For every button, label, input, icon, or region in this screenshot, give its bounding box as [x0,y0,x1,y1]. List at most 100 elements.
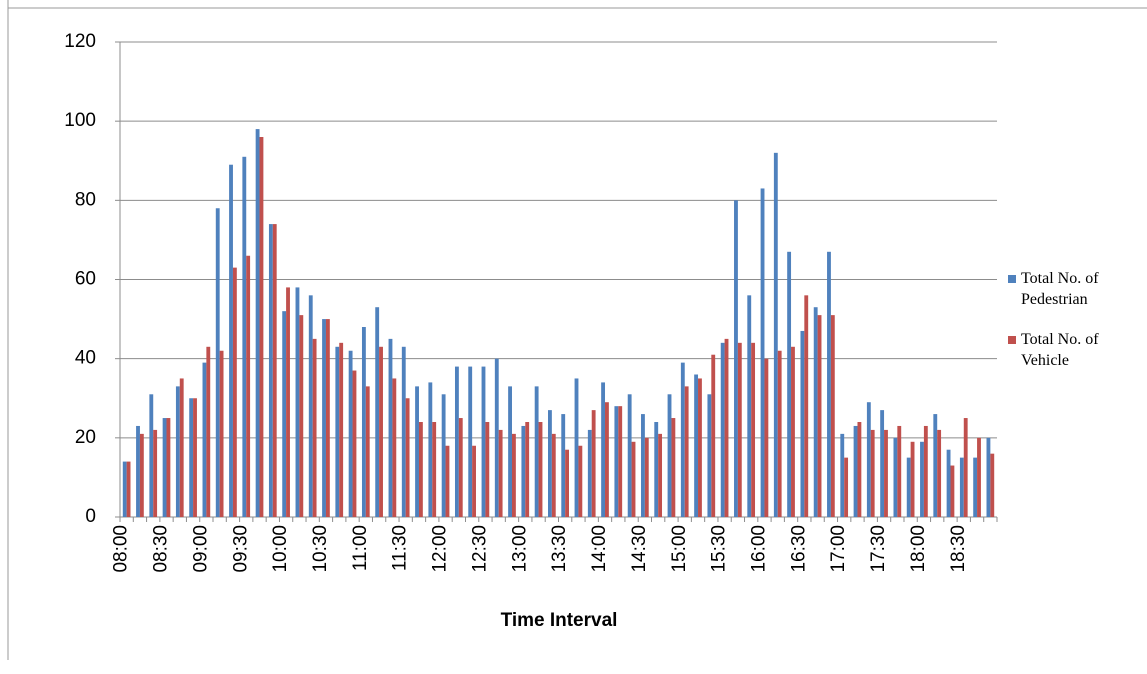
bar [481,366,486,517]
bar [933,414,938,517]
bar [299,315,304,517]
legend-swatch [1008,336,1016,344]
bar [494,358,499,517]
x-tick-label: 15:00 [669,525,690,573]
bar [521,425,526,517]
bar [791,346,795,517]
bar [707,394,712,517]
bar [189,398,194,517]
bar [202,362,207,517]
bar [308,295,313,517]
bar [508,386,512,517]
bar [737,342,742,517]
bar [884,429,888,517]
bar [122,461,127,517]
x-axis-title: Time Interval [501,610,618,631]
x-tick-label: 13:30 [549,525,570,573]
bar [578,445,583,517]
bar [614,406,619,517]
bar [472,445,476,517]
x-tick-label: 11:00 [350,525,371,571]
bar [751,342,756,517]
bar [268,224,273,518]
bar [286,287,290,517]
x-tick-label: 09:30 [230,525,251,573]
bar [534,386,539,517]
bar [950,465,955,517]
bar [405,398,410,517]
bar [415,386,419,517]
x-tick-label: 11:30 [390,525,411,571]
bar [618,406,623,517]
bar [764,358,769,517]
bar [920,441,924,517]
bar [827,251,831,517]
bar [910,441,915,517]
y-tick-label: 0 [85,506,96,527]
bar [787,251,792,517]
y-tick-label: 20 [75,427,96,448]
bar [959,457,964,517]
bar [857,422,862,517]
y-tick-label: 60 [75,269,96,290]
legend-item: Total No. of Pedestrian [1008,268,1128,310]
bar [525,422,530,517]
bar [229,164,233,518]
x-tick-label: 17:30 [868,525,889,573]
legend-label: Total No. of Vehicle [1021,331,1099,369]
x-tick-label: 18:00 [908,525,929,573]
bar [485,422,490,517]
bar [711,354,716,517]
bar [817,315,822,517]
bar [498,429,503,517]
bar [548,410,552,517]
bar [352,370,357,517]
y-tick-label: 100 [64,110,96,131]
y-tick-label: 40 [75,348,96,369]
bar [166,418,171,517]
frame [7,0,1147,660]
bar [773,152,778,518]
bar [601,382,606,517]
bar [136,425,140,517]
legend-label: Total No. of Pedestrian [1021,270,1099,308]
bar [923,425,928,517]
bar [591,410,596,517]
y-tick-label: 120 [64,31,96,52]
bar [658,433,663,517]
legend-swatch [1008,275,1016,283]
bar [365,386,370,517]
bar [361,327,366,517]
x-tick-label: 14:00 [589,525,610,573]
bar [840,433,845,517]
x-tick-label: 13:00 [509,525,530,573]
bar [445,445,450,517]
bar [348,350,353,517]
x-tick-label: 12:00 [430,525,451,573]
bar [206,346,211,517]
bar [246,255,251,517]
bar [401,346,406,517]
bar [720,342,725,517]
bar [312,338,317,517]
bar [680,362,685,517]
x-tick-label: 16:00 [748,525,769,573]
bar [760,188,765,518]
bar [335,346,340,517]
bar [565,449,569,517]
bar [627,394,632,517]
bar [388,338,393,517]
bar [870,429,875,517]
bar [259,137,264,517]
bar [937,429,942,517]
bar [325,319,330,517]
bar [322,319,326,517]
bar [990,453,995,517]
bar [671,418,676,517]
x-tick-label: 10:00 [270,525,291,573]
x-tick-label: 10:30 [310,525,331,573]
bar [375,307,380,517]
bar [232,267,237,517]
bar [977,437,981,517]
